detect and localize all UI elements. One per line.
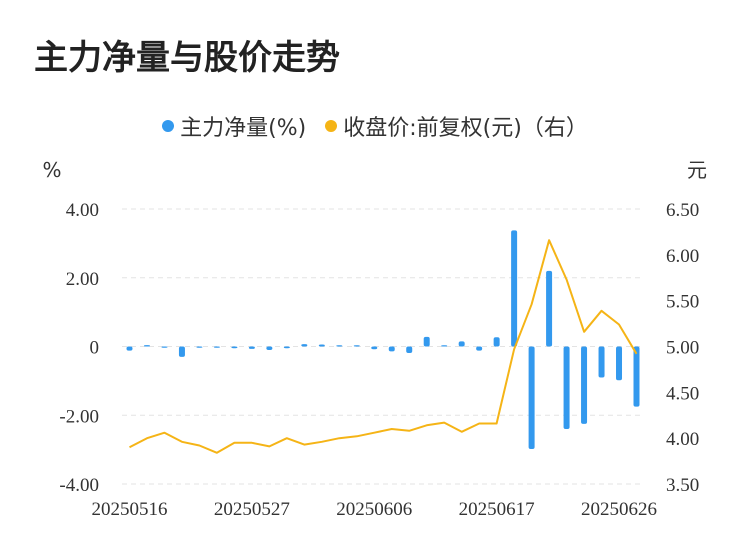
left-axis-unit: % xyxy=(42,158,61,182)
left-tick-label: 2.00 xyxy=(66,269,99,290)
x-tick-label: 20250516 xyxy=(92,499,168,520)
chart-title: 主力净量与股价走势 xyxy=(34,38,340,78)
bar xyxy=(388,346,395,352)
right-tick-label: 6.00 xyxy=(666,246,699,267)
bar xyxy=(318,344,325,347)
bar xyxy=(353,345,360,347)
bar xyxy=(458,341,465,347)
right-tick-label: 3.50 xyxy=(666,475,699,496)
right-tick-label: 5.00 xyxy=(666,338,699,359)
bar xyxy=(598,346,605,378)
bar xyxy=(581,346,588,424)
legend-item-net-flow[interactable]: 主力净量(%) xyxy=(162,110,306,142)
x-tick-label: 20250626 xyxy=(581,499,657,520)
bar xyxy=(493,337,500,347)
price-line xyxy=(129,239,638,454)
x-tick-label: 20250617 xyxy=(459,499,535,520)
bar xyxy=(196,346,203,348)
left-tick-label: -2.00 xyxy=(59,406,99,427)
bar xyxy=(371,346,378,350)
bar xyxy=(406,346,413,354)
right-axis-unit: 元 xyxy=(687,158,707,182)
legend-dot-net-flow xyxy=(162,120,175,132)
bar xyxy=(616,346,623,381)
bar xyxy=(441,345,448,347)
bar xyxy=(213,346,220,348)
bar xyxy=(511,230,518,347)
bar xyxy=(476,346,483,351)
right-tick-label: 5.50 xyxy=(666,292,699,313)
legend-dot-close-price xyxy=(325,120,338,132)
bar xyxy=(143,345,150,347)
bar xyxy=(301,344,308,347)
x-tick-label: 20250606 xyxy=(336,499,412,520)
right-tick-label: 6.50 xyxy=(666,200,699,221)
bar xyxy=(248,346,255,349)
bar xyxy=(336,345,343,347)
left-tick-label: -4.00 xyxy=(59,475,99,496)
bar xyxy=(231,346,238,349)
bar xyxy=(161,346,168,348)
left-tick-label: 4.00 xyxy=(66,200,99,221)
bar xyxy=(178,346,185,357)
x-tick-label: 20250527 xyxy=(214,499,290,520)
bar xyxy=(633,346,640,407)
bar xyxy=(266,346,273,350)
right-tick-label: 4.50 xyxy=(666,383,699,404)
bar xyxy=(423,336,430,347)
bar xyxy=(546,270,553,347)
legend-label-net-flow: 主力净量(%) xyxy=(180,116,307,141)
legend: 主力净量(%) 收盘价:前复权(元)（右） xyxy=(0,110,750,142)
legend-item-close-price[interactable]: 收盘价:前复权(元)（右） xyxy=(325,110,588,142)
bar xyxy=(126,346,133,351)
bar xyxy=(563,346,570,429)
left-tick-label: 0 xyxy=(90,338,100,359)
bar xyxy=(283,346,290,349)
legend-label-close-price: 收盘价:前复权(元)（右） xyxy=(343,116,588,141)
right-tick-label: 4.00 xyxy=(666,429,699,450)
bar xyxy=(528,346,535,449)
